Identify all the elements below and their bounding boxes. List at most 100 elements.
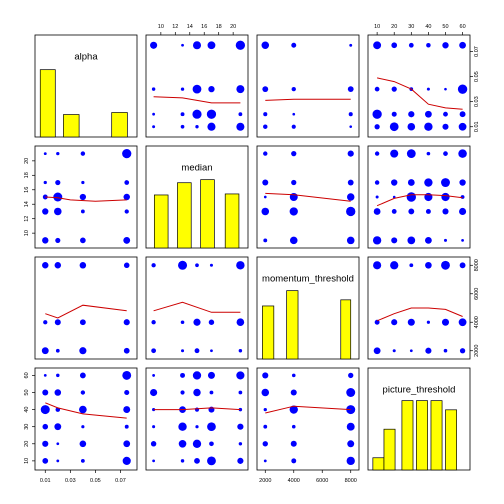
smoother-median-alpha: [154, 97, 241, 103]
point-momentum-threshold-picture-threshold-2-4: [346, 388, 355, 397]
y-tick-label-picture-threshold-3: 40: [24, 407, 30, 413]
point-momentum-threshold-picture-threshold-2-1: [347, 440, 354, 447]
panel-frame-0-2: [257, 35, 359, 137]
point-picture-threshold-median-4-0: [444, 239, 447, 242]
point-median-momentum-threshold-4-0: [239, 349, 242, 352]
point-momentum-threshold-picture-threshold-0-2: [263, 425, 267, 429]
point-alpha-picture-threshold-1-1: [56, 442, 59, 445]
point-momentum-threshold-alpha-0-1: [263, 112, 267, 116]
x-tick-label-median-2: 14: [187, 24, 193, 30]
x-tick-label-median-4: 18: [216, 24, 222, 30]
point-picture-threshold-median-2-3: [408, 179, 415, 186]
point-median-picture-threshold-1-0: [181, 459, 184, 462]
point-median-picture-threshold-4-4: [239, 391, 243, 395]
point-momentum-threshold-median-2-3: [348, 180, 354, 186]
histogram-bar-median-2: [201, 180, 215, 248]
histogram-bar-median-0: [154, 195, 168, 248]
point-momentum-threshold-picture-threshold-2-0: [347, 457, 355, 465]
point-picture-threshold-median-1-0: [391, 237, 397, 243]
point-momentum-threshold-median-0-3: [262, 180, 268, 186]
point-picture-threshold-momentum-threshold-2-2: [409, 263, 413, 267]
point-picture-threshold-alpha-4-1: [443, 112, 448, 117]
point-median-alpha-1-3: [181, 44, 184, 47]
y-tick-label-momentum-threshold-2: 6000: [474, 288, 480, 300]
y-tick-label-alpha-0: 0.01: [474, 121, 480, 132]
point-alpha-picture-threshold-3-1: [123, 440, 130, 447]
point-momentum-threshold-alpha-2-3: [349, 44, 352, 47]
point-alpha-picture-threshold-3-2: [125, 425, 129, 429]
point-picture-threshold-median-0-0: [373, 236, 381, 244]
panel-frame-2-1: [146, 257, 248, 359]
point-picture-threshold-alpha-1-1: [392, 112, 397, 117]
point-median-picture-threshold-0-2: [152, 425, 155, 428]
point-picture-threshold-median-2-2: [407, 192, 416, 201]
point-picture-threshold-momentum-threshold-4-0: [444, 349, 448, 353]
point-picture-threshold-alpha-4-2: [444, 88, 447, 91]
y-tick-label-picture-threshold-0: 10: [24, 458, 30, 464]
point-alpha-median-2-3: [81, 181, 84, 184]
y-tick-label-picture-threshold-4: 50: [24, 389, 30, 395]
y-tick-label-median-3: 16: [24, 187, 30, 193]
point-median-momentum-threshold-2-1: [193, 319, 200, 326]
point-alpha-picture-threshold-1-0: [56, 459, 59, 462]
point-alpha-momentum-threshold-1-2: [55, 262, 61, 268]
point-alpha-median-1-4: [56, 152, 59, 155]
y-tick-label-momentum-threshold-0: 2000: [474, 345, 480, 357]
y-tick-label-momentum-threshold-1: 4000: [474, 316, 480, 328]
smoother-picture-threshold-alpha: [377, 78, 463, 109]
point-picture-threshold-median-4-1: [442, 208, 448, 214]
point-median-picture-threshold-1-2: [178, 422, 186, 430]
point-median-alpha-1-2: [181, 87, 184, 90]
point-momentum-threshold-median-2-2: [347, 193, 354, 200]
point-picture-threshold-alpha-1-0: [390, 122, 399, 131]
point-picture-threshold-median-4-4: [443, 151, 448, 156]
x-tick-label-alpha-0: 0.01: [40, 478, 51, 484]
point-picture-threshold-median-4-2: [441, 193, 449, 201]
point-alpha-median-3-2: [124, 194, 130, 200]
point-alpha-picture-threshold-1-2: [54, 423, 61, 430]
point-picture-threshold-momentum-threshold-3-2: [425, 262, 432, 269]
point-median-picture-threshold-4-0: [237, 458, 243, 464]
histogram-bar-alpha-0: [40, 70, 55, 137]
point-median-momentum-threshold-1-0: [181, 349, 184, 352]
point-momentum-threshold-median-0-4: [263, 151, 267, 155]
y-tick-label-median-0: 10: [24, 230, 30, 236]
histogram-bar-median-1: [177, 183, 191, 248]
point-alpha-picture-threshold-2-0: [81, 459, 85, 463]
smoother-picture-threshold-momentum-threshold: [377, 308, 463, 321]
point-alpha-momentum-threshold-2-0: [79, 347, 86, 354]
x-tick-label-alpha-3: 0.07: [115, 478, 126, 484]
point-median-picture-threshold-4-5: [236, 371, 244, 379]
point-picture-threshold-momentum-threshold-2-0: [410, 349, 413, 352]
point-median-alpha-2-0: [195, 125, 198, 128]
point-momentum-threshold-picture-threshold-0-4: [261, 389, 269, 397]
panel-frame-3-1: [146, 368, 248, 470]
point-momentum-threshold-picture-threshold-1-0: [291, 458, 296, 463]
point-median-picture-threshold-0-5: [152, 374, 155, 377]
point-momentum-threshold-alpha-0-2: [262, 86, 268, 92]
point-picture-threshold-alpha-3-2: [427, 88, 430, 91]
point-median-alpha-4-0: [236, 123, 244, 131]
point-picture-threshold-momentum-threshold-4-1: [442, 319, 449, 326]
point-picture-threshold-median-3-0: [425, 237, 432, 244]
point-alpha-momentum-threshold-0-1: [43, 320, 47, 324]
point-picture-threshold-momentum-threshold-5-0: [460, 348, 465, 353]
point-picture-threshold-median-5-1: [459, 208, 466, 215]
point-alpha-momentum-threshold-0-2: [42, 262, 48, 268]
point-momentum-threshold-picture-threshold-1-4: [291, 389, 297, 395]
point-alpha-picture-threshold-0-3: [41, 405, 50, 414]
point-momentum-threshold-median-0-1: [262, 208, 270, 216]
point-picture-threshold-alpha-0-3: [373, 41, 381, 49]
point-alpha-median-2-2: [80, 194, 86, 200]
point-picture-threshold-momentum-threshold-0-2: [373, 261, 381, 269]
y-tick-label-alpha-3: 0.07: [474, 46, 480, 57]
point-momentum-threshold-alpha-0-0: [263, 125, 267, 129]
point-median-alpha-2-2: [193, 85, 202, 94]
point-alpha-picture-threshold-0-4: [42, 390, 48, 396]
x-tick-label-picture-threshold-5: 60: [460, 24, 466, 30]
point-median-alpha-0-1: [152, 113, 155, 116]
point-picture-threshold-momentum-threshold-1-2: [390, 261, 398, 269]
point-alpha-momentum-threshold-3-0: [124, 348, 130, 354]
point-momentum-threshold-picture-threshold-0-0: [264, 459, 267, 462]
